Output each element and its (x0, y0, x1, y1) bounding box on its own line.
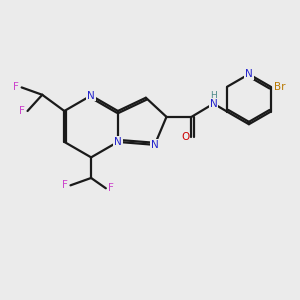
Text: N: N (87, 91, 95, 100)
Text: N: N (210, 99, 218, 109)
Text: F: F (108, 183, 114, 193)
Text: Br: Br (274, 82, 286, 92)
Text: N: N (245, 69, 253, 79)
Text: N: N (151, 140, 159, 150)
Text: F: F (14, 82, 19, 92)
Text: O: O (181, 133, 189, 142)
Text: F: F (62, 180, 68, 190)
Text: H: H (210, 91, 217, 100)
Text: F: F (19, 106, 25, 116)
Text: N: N (114, 137, 122, 147)
